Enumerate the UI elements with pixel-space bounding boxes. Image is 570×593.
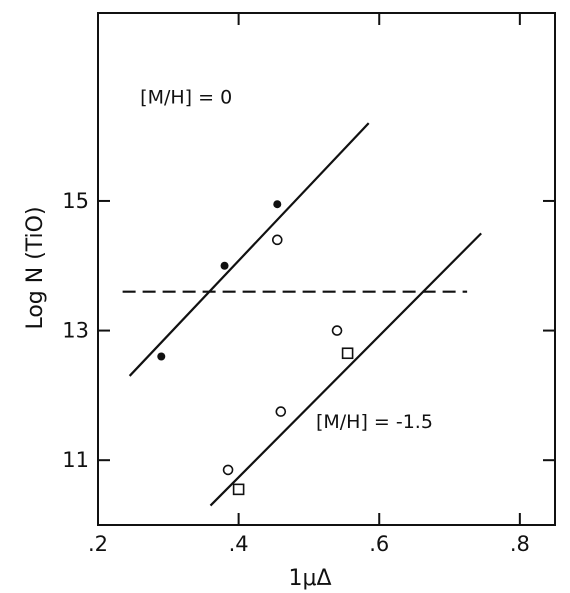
x-tick-label: .4 bbox=[229, 532, 249, 556]
x-tick-label: .8 bbox=[510, 532, 530, 556]
x-tick-label: .2 bbox=[88, 532, 108, 556]
annotations: [M/H] = 0 [M/H] = -1.5 bbox=[140, 87, 433, 433]
x-tick-label: .6 bbox=[369, 532, 389, 556]
annotation-label: [M/H] = 0 bbox=[140, 87, 232, 109]
open-square-point bbox=[232, 483, 245, 496]
y-tick-label: 15 bbox=[62, 189, 89, 213]
y-axis-label: Log N (TiO) bbox=[23, 206, 48, 329]
y-tick-label: 13 bbox=[62, 319, 89, 343]
y-tick-label: 11 bbox=[62, 448, 89, 472]
tick-labels: .2 .4 .6 .8 11 13 15 bbox=[62, 189, 530, 556]
plot-frame bbox=[97, 12, 556, 526]
x-axis-label: 1μΔ bbox=[288, 566, 331, 591]
fit-lines bbox=[122, 122, 482, 507]
open-circle-point bbox=[275, 406, 287, 417]
filled-circle-point bbox=[273, 200, 282, 209]
open-square-point bbox=[341, 347, 354, 360]
fit-line bbox=[209, 232, 482, 507]
fit-line bbox=[128, 122, 370, 377]
open-circle-point bbox=[222, 464, 234, 476]
tick-marks bbox=[97, 13, 555, 525]
data-points bbox=[157, 200, 354, 496]
annotation-label: [M/H] = -1.5 bbox=[316, 411, 433, 433]
filled-circle-point bbox=[220, 261, 229, 270]
filled-circle-point bbox=[157, 352, 166, 361]
open-circle-point bbox=[271, 234, 283, 246]
open-circle-point bbox=[331, 325, 343, 336]
